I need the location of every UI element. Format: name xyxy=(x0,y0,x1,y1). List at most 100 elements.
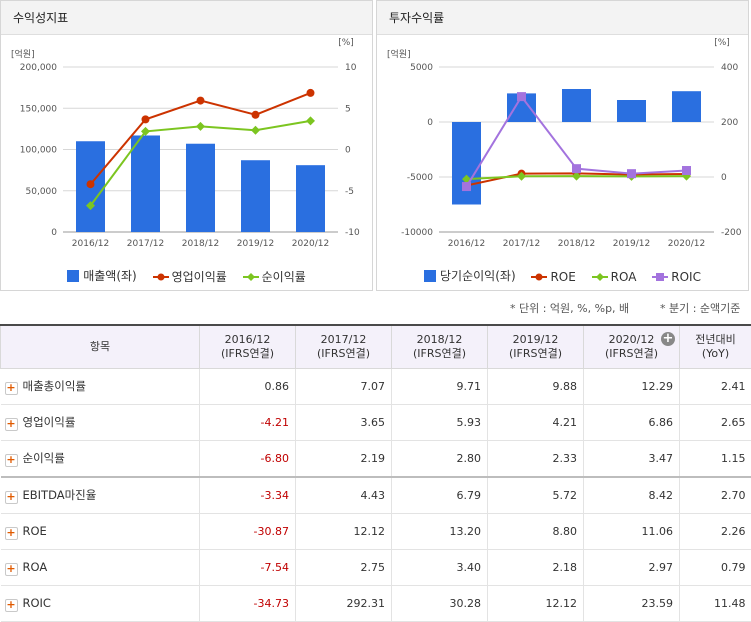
row-label-text: ROE xyxy=(23,524,47,538)
legend-item-sales[interactable]: 매출액(좌) xyxy=(67,267,137,284)
bar xyxy=(241,160,270,232)
legend-label: 순이익률 xyxy=(262,268,306,285)
data-point xyxy=(462,182,471,191)
legend-line-swatch xyxy=(592,272,608,282)
value-cell: 3.47 xyxy=(584,441,680,478)
bar xyxy=(186,144,215,232)
value-cell: 2.80 xyxy=(392,441,488,478)
value-cell: 7.07 xyxy=(296,369,392,405)
value-cell: 6.86 xyxy=(584,405,680,441)
investment-legend: 당기순이익(좌) ROE ROA ROIC xyxy=(377,267,748,285)
row-label-text: ROIC xyxy=(23,596,51,610)
right-tick-label: 400 xyxy=(721,63,738,73)
item-header: 항목 xyxy=(1,325,200,369)
expand-icon[interactable]: + xyxy=(5,527,18,540)
yoy-cell: 0.79 xyxy=(680,550,751,586)
yoy-cell: 2.41 xyxy=(680,369,751,405)
right-axis-unit: [%] xyxy=(338,38,354,48)
row-label: + ROE xyxy=(1,514,200,550)
value-cell: 5.72 xyxy=(488,477,584,514)
x-tick-label: 2016/12 xyxy=(72,239,109,249)
legend-item-net-margin[interactable]: 순이익률 xyxy=(243,268,306,285)
yoy-cell: 2.26 xyxy=(680,514,751,550)
data-point xyxy=(627,169,636,178)
legend-label: ROIC xyxy=(671,270,701,284)
right-tick-label: 0 xyxy=(721,173,727,183)
unit-note: * 단위 : 억원, %, %p, 배 xyxy=(510,300,629,316)
value-cell: -4.21 xyxy=(200,405,296,441)
legend-item-net-income[interactable]: 당기순이익(좌) xyxy=(424,267,516,284)
left-tick-label: 50,000 xyxy=(26,187,58,197)
value-cell: -6.80 xyxy=(200,441,296,478)
row-label: +EBITDA마진율 xyxy=(1,477,200,514)
x-tick-label: 2017/12 xyxy=(127,239,164,249)
value-cell: -30.87 xyxy=(200,514,296,550)
value-cell: 2.18 xyxy=(488,550,584,586)
legend-label: 매출액(좌) xyxy=(83,267,137,284)
left-tick-label: 5000 xyxy=(410,63,433,73)
x-tick-label: 2017/12 xyxy=(503,239,540,249)
right-tick-label: 0 xyxy=(345,146,351,156)
right-axis-unit: [%] xyxy=(714,38,730,48)
right-tick-label: -5 xyxy=(345,187,354,197)
row-label: +ROA xyxy=(1,550,200,586)
left-tick-label: 0 xyxy=(427,118,433,128)
yoy-cell: 2.70 xyxy=(680,477,751,514)
add-column-icon[interactable]: + xyxy=(661,332,675,346)
expand-icon[interactable]: + xyxy=(5,491,18,504)
expand-icon[interactable]: + xyxy=(5,382,18,395)
profitability-legend: 매출액(좌) 영업이익률 순이익률 xyxy=(1,267,372,285)
value-cell: 5.93 xyxy=(392,405,488,441)
right-tick-label: -200 xyxy=(721,228,742,238)
legend-bar-swatch xyxy=(424,270,436,282)
yoy-cell: 1.15 xyxy=(680,441,751,478)
expand-icon[interactable]: + xyxy=(5,563,18,576)
legend-item-roe[interactable]: ROE xyxy=(531,270,575,284)
data-point xyxy=(572,164,581,173)
panel-title: 수익성지표 xyxy=(1,1,372,35)
data-point xyxy=(517,92,526,101)
panel-title: 투자수익률 xyxy=(377,1,748,35)
profitability-chart: [억원][%]200,000150,000100,00050,00001050-… xyxy=(1,35,372,267)
left-axis-unit: [억원] xyxy=(11,48,35,60)
right-tick-label: -10 xyxy=(345,228,360,238)
year-header: 2019/12(IFRS연결) xyxy=(488,325,584,369)
expand-icon[interactable]: + xyxy=(5,418,18,431)
legend-item-op-margin[interactable]: 영업이익률 xyxy=(153,268,227,285)
expand-icon[interactable]: + xyxy=(5,454,18,467)
data-point xyxy=(682,166,691,175)
investment-chart: [억원][%]50000-5000-100004002000-2002016/1… xyxy=(377,35,748,267)
left-tick-label: 150,000 xyxy=(20,104,57,114)
row-label: +매출총이익률 xyxy=(1,369,200,405)
expand-icon[interactable]: + xyxy=(5,599,18,612)
bar xyxy=(562,89,591,122)
value-cell: -7.54 xyxy=(200,550,296,586)
bar xyxy=(452,122,481,205)
legend-label: ROE xyxy=(550,270,575,284)
data-point xyxy=(197,97,205,105)
year-header: 2018/12(IFRS연결) xyxy=(392,325,488,369)
legend-item-roa[interactable]: ROA xyxy=(592,270,637,284)
table-header-row: 항목 2016/12(IFRS연결) 2017/12(IFRS연결) 2018/… xyxy=(1,325,751,369)
data-point xyxy=(142,115,150,123)
bar xyxy=(617,100,646,122)
legend-item-roic[interactable]: ROIC xyxy=(652,270,701,284)
row-label: + 순이익률 xyxy=(1,441,200,478)
data-point xyxy=(196,122,205,131)
bar xyxy=(296,165,325,232)
x-tick-label: 2018/12 xyxy=(558,239,595,249)
value-cell: 13.20 xyxy=(392,514,488,550)
row-label-text: 영업이익률 xyxy=(23,415,76,429)
x-tick-label: 2020/12 xyxy=(292,239,329,249)
yoy-header: 전년대비(YoY) xyxy=(680,325,751,369)
row-label-text: 순이익률 xyxy=(23,451,65,465)
value-cell: 11.06 xyxy=(584,514,680,550)
bar xyxy=(131,135,160,232)
value-cell: 4.43 xyxy=(296,477,392,514)
year-header: 2020/12(IFRS연결)+ xyxy=(584,325,680,369)
x-tick-label: 2018/12 xyxy=(182,239,219,249)
